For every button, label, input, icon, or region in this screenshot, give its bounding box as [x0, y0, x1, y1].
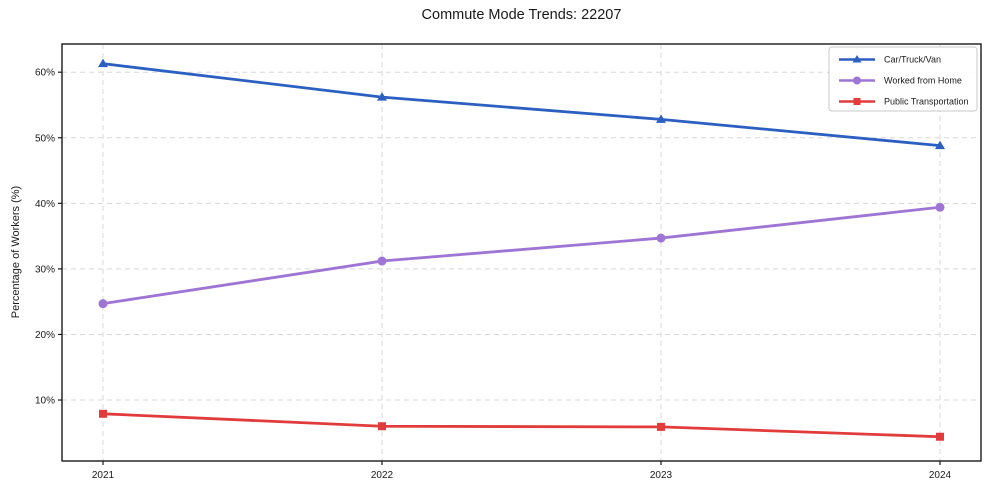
legend-box: [828, 46, 978, 112]
legend-label: Worked from Home: [884, 76, 962, 86]
legend-label: Car/Truck/Van: [884, 55, 941, 65]
series-car-truck-van: [98, 58, 945, 150]
x-tick-label: 2023: [650, 470, 673, 481]
gridlines: [62, 44, 981, 461]
x-tick-label: 2021: [92, 470, 115, 481]
legend: Car/Truck/Van Worked from Home Public Tran…: [828, 46, 978, 112]
x-tick-label: 2022: [371, 470, 394, 481]
axis-ticks: [58, 71, 941, 465]
y-tick-label: 60%: [35, 68, 55, 79]
y-tick-label: 30%: [35, 264, 55, 275]
y-tick-label: 20%: [35, 330, 55, 341]
series-worked-from-home: [98, 202, 945, 309]
y-tick-label: 50%: [35, 133, 55, 144]
legend-label: Public Transportation: [884, 97, 969, 107]
legend-item: Public Transportation: [839, 97, 969, 107]
x-tick-label: 2024: [929, 470, 952, 481]
series-public-transportation: [99, 409, 944, 441]
y-tick-label: 40%: [35, 199, 55, 210]
y-tick-label: 10%: [35, 396, 55, 407]
legend-item: Car/Truck/Van: [839, 55, 941, 65]
axis-tick-labels: 10% 20% 30% 40% 50% 60% 2021 2022 2023 2024: [35, 68, 952, 481]
chart-title: Commute Mode Trends: 22207: [421, 7, 622, 23]
legend-item: Worked from Home: [839, 76, 962, 86]
plot-frame: [61, 43, 982, 462]
